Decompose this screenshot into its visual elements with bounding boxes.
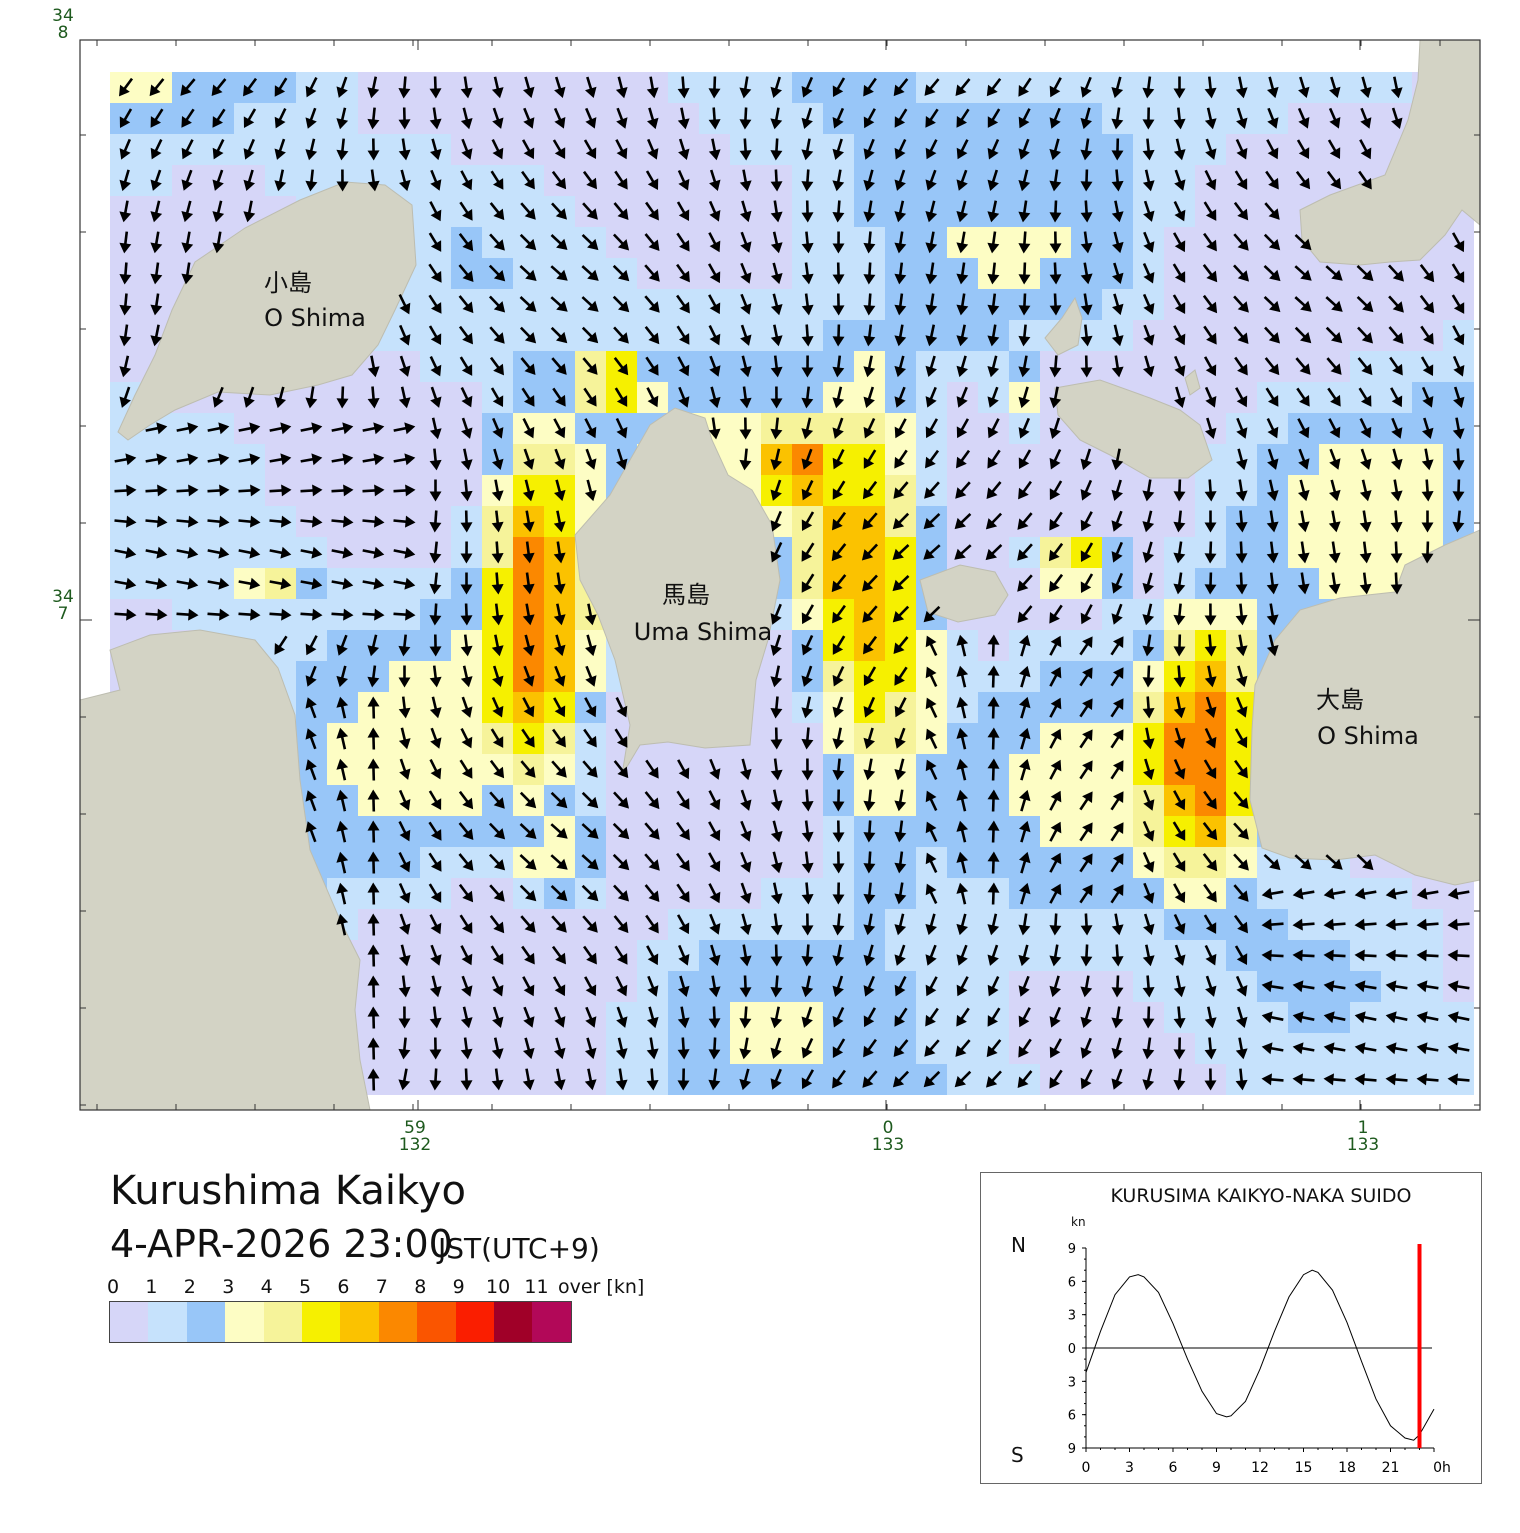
lon-label-133-1: 1 133 [1346, 1118, 1380, 1155]
place-label-uma-shima-en: Uma Shima [634, 618, 772, 646]
tide-y-tick-label: 6 [1068, 1409, 1076, 1424]
legend-tick-label: 9 [452, 1276, 465, 1298]
tide-x-tick-label: 15 [1295, 1460, 1313, 1476]
tide-chart-south-label: S [1011, 1443, 1024, 1467]
place-label-ko-shima-en: O Shima [264, 304, 366, 332]
tide-y-tick-label: 0 [1068, 1342, 1076, 1357]
tide-x-tick-label: 21 [1382, 1460, 1400, 1476]
legend-color-swatch [301, 1302, 341, 1342]
legend-tick-label: 7 [375, 1276, 388, 1298]
tide-chart-north-label: N [1011, 1233, 1026, 1257]
tide-y-tick-label: 9 [1068, 1242, 1076, 1257]
place-label-o-shima-ja: 大島 [1316, 686, 1364, 714]
tide-x-tick-label: 12 [1251, 1460, 1269, 1476]
current-map: 小島 O Shima 馬島 Uma Shima 大島 O Shima [79, 39, 1481, 1111]
tide-x-tick-label: 6 [1169, 1460, 1178, 1476]
legend-tick-label: 4 [260, 1276, 273, 1298]
place-label-o-shima-en: O Shima [1317, 722, 1419, 750]
lat-label-34-8: 34 8 [52, 6, 74, 43]
legend-color-swatch [186, 1302, 226, 1342]
legend-color-swatch [263, 1302, 302, 1342]
legend-tick-label: 6 [337, 1276, 350, 1298]
legend-tick-label: 0 [107, 1276, 120, 1298]
tide-current-chart: 9 6 3 0 3 6 9 0 3 6 9 12 15 18 21 0h KURUSIMA KAIKYO-NA… [980, 1172, 1482, 1484]
legend-color-bar [109, 1301, 572, 1343]
legend-tick-label: 5 [299, 1276, 312, 1298]
legend-color-swatch [378, 1302, 418, 1342]
legend-color-swatch [110, 1302, 149, 1342]
tide-x-tick-label: 3 [1125, 1460, 1134, 1476]
legend-tick-label: 1 [145, 1276, 158, 1298]
legend-color-swatch [455, 1302, 494, 1342]
tide-y-tick-label: 3 [1068, 1309, 1076, 1324]
tide-y-tick-label: 6 [1068, 1275, 1076, 1290]
place-label-uma-shima-ja: 馬島 [662, 581, 710, 609]
legend-color-swatch [225, 1302, 264, 1342]
legend-tick-label: 11 [524, 1276, 549, 1298]
tide-x-tick-label: 0h [1433, 1460, 1451, 1476]
legend-tick-label: 3 [222, 1276, 235, 1298]
legend-color-swatch [493, 1302, 533, 1342]
legend-color-swatch [340, 1302, 379, 1342]
legend-color-swatch [532, 1302, 571, 1342]
legend-tick-label: 10 [486, 1276, 511, 1298]
legend-color-swatch [417, 1302, 456, 1342]
map-timezone: JST(UTC+9) [438, 1232, 600, 1265]
map-datetime: 4-APR-2026 23:00 [110, 1222, 453, 1266]
tide-y-tick-label: 9 [1068, 1442, 1076, 1457]
map-title: Kurushima Kaikyo [110, 1168, 466, 1214]
tide-current-curve [1085, 1269, 1435, 1441]
tide-x-tick-label: 9 [1212, 1460, 1221, 1476]
lat-label-34-7: 34 7 [52, 587, 74, 624]
tide-x-tick-label: 0 [1082, 1460, 1091, 1476]
tide-chart-title: KURUSIMA KAIKYO-NAKA SUIDO [1110, 1185, 1412, 1207]
tide-y-tick-label: 3 [1068, 1375, 1076, 1390]
tide-x-tick-label: 18 [1338, 1460, 1356, 1476]
place-label-ko-shima-ja: 小島 [264, 269, 312, 297]
tide-chart-unit: kn [1071, 1215, 1086, 1229]
lon-label-132-59: 59 132 [398, 1118, 432, 1155]
lon-label-133-0: 0 133 [871, 1118, 905, 1155]
legend-tick-label: 8 [414, 1276, 427, 1298]
legend-color-swatch [148, 1302, 187, 1342]
legend-tick-label: 2 [183, 1276, 196, 1298]
legend-over-unit-label: over [kn] [558, 1276, 645, 1298]
